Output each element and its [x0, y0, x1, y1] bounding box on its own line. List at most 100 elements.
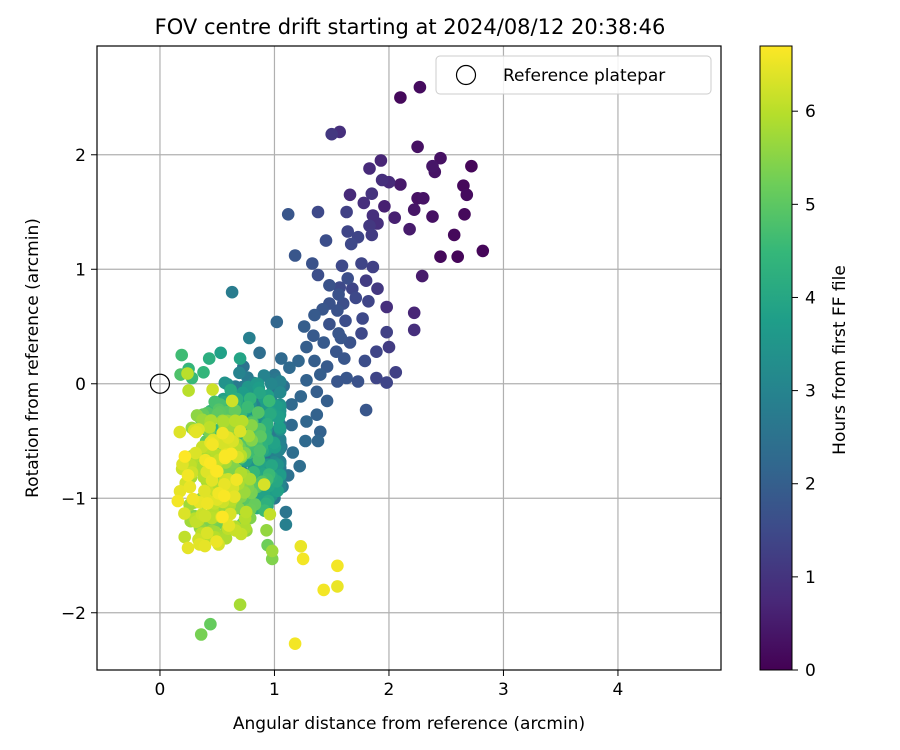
data-point — [210, 535, 223, 548]
data-point — [178, 530, 191, 544]
data-point — [294, 540, 308, 553]
data-point — [331, 375, 344, 388]
data-point — [403, 222, 416, 236]
data-points — [171, 80, 490, 650]
data-point — [317, 583, 331, 597]
data-point — [283, 361, 296, 375]
data-point — [286, 446, 300, 459]
y-axis-label: Rotation from reference (arcmin) — [23, 218, 43, 498]
data-point — [310, 385, 324, 399]
data-point — [285, 418, 298, 432]
data-point — [363, 162, 376, 175]
data-point — [264, 377, 278, 391]
data-point — [349, 291, 363, 305]
colorbar-label: Hours from first FF file — [830, 265, 850, 455]
data-point — [358, 354, 372, 368]
data-point — [224, 383, 237, 397]
data-point — [332, 288, 345, 301]
data-point — [311, 268, 325, 282]
data-point — [378, 200, 391, 213]
data-point — [465, 159, 478, 173]
data-point — [183, 480, 197, 494]
data-point — [310, 408, 324, 422]
data-point — [239, 505, 253, 519]
data-point — [178, 507, 191, 520]
data-point — [235, 414, 249, 428]
data-point — [359, 403, 373, 417]
data-point — [306, 257, 319, 270]
colorbar-ticks: 0 1 2 3 4 5 6 — [792, 102, 816, 681]
data-point — [293, 459, 307, 473]
data-point — [365, 228, 379, 242]
data-point — [476, 244, 490, 258]
data-point — [415, 269, 429, 283]
data-point — [263, 508, 277, 521]
data-point — [243, 331, 256, 345]
y-tick-label: 0 — [75, 375, 86, 395]
data-point — [217, 415, 230, 429]
data-point — [341, 272, 355, 285]
colorbar-tick-label: 1 — [805, 568, 816, 588]
data-point — [233, 366, 246, 380]
data-point — [285, 398, 298, 411]
legend-box — [435, 55, 712, 95]
data-point — [426, 159, 439, 173]
data-point — [325, 127, 339, 141]
data-point — [323, 317, 336, 331]
data-point — [198, 509, 212, 523]
data-point — [394, 91, 407, 104]
data-point — [407, 203, 421, 216]
data-point — [307, 329, 320, 343]
data-point — [375, 173, 389, 187]
colorbar-tick-label: 0 — [805, 661, 816, 681]
data-point — [319, 234, 333, 247]
data-point — [228, 404, 242, 417]
data-point — [411, 140, 424, 154]
data-point — [203, 421, 216, 434]
data-point — [253, 444, 267, 458]
data-point — [233, 425, 247, 438]
data-point — [407, 306, 421, 320]
data-point — [314, 368, 327, 381]
legend: Reference platepar — [435, 55, 712, 95]
data-point — [294, 390, 308, 403]
data-point — [225, 285, 239, 299]
data-point — [173, 425, 187, 439]
data-point — [339, 314, 352, 328]
data-point — [300, 374, 313, 387]
data-point — [380, 325, 394, 339]
data-point — [222, 519, 236, 532]
data-point — [288, 637, 302, 650]
data-point — [206, 438, 219, 451]
data-point — [366, 260, 380, 274]
x-tick-label: 0 — [155, 680, 166, 700]
data-point — [228, 490, 241, 504]
data-point — [181, 469, 195, 482]
data-point — [389, 366, 403, 379]
x-tick-label: 3 — [498, 680, 509, 700]
data-point — [198, 484, 211, 498]
data-point — [426, 210, 439, 223]
y-tick-label: −1 — [61, 489, 86, 509]
data-point — [331, 580, 344, 593]
data-point — [300, 415, 313, 428]
data-point — [281, 208, 295, 221]
data-point — [173, 485, 187, 498]
data-point — [317, 336, 331, 349]
colorbar-tick-label: 6 — [805, 102, 816, 122]
data-point — [243, 472, 257, 486]
x-tick-label: 1 — [269, 680, 280, 700]
data-point — [206, 383, 219, 396]
data-point — [204, 456, 217, 470]
data-point — [233, 598, 247, 611]
data-point — [296, 552, 310, 566]
data-point — [357, 196, 371, 210]
data-point — [189, 446, 202, 460]
data-point — [335, 259, 349, 273]
data-point — [216, 426, 229, 440]
data-point — [355, 257, 368, 270]
y-axis-ticks: −2 −1 0 1 2 — [61, 146, 97, 624]
data-point — [351, 375, 365, 388]
data-point — [407, 323, 421, 337]
